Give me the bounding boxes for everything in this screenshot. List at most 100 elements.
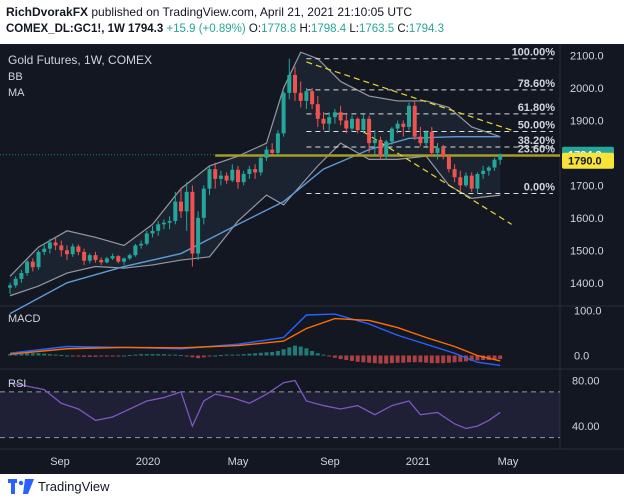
candle-body xyxy=(25,261,30,274)
candle-body xyxy=(293,74,297,93)
candle-body xyxy=(424,131,429,144)
macd-histogram-bar xyxy=(412,355,417,363)
chart-canvas[interactable]: 1400.01500.01600.01700.01800.01900.02000… xyxy=(0,44,624,474)
rsi-band-fill xyxy=(0,391,560,438)
candle-body xyxy=(127,255,132,259)
macd-signal-line xyxy=(9,317,501,362)
candle-body xyxy=(76,246,81,252)
macd-histogram-bar xyxy=(361,355,366,363)
macd-histogram-bar xyxy=(139,354,144,356)
tradingview-logo-icon[interactable] xyxy=(8,479,34,494)
macd-histogram-bar xyxy=(184,355,189,357)
macd-histogram-bar xyxy=(315,353,320,356)
candle-body xyxy=(139,243,144,246)
ma-legend: MA xyxy=(8,87,25,99)
candle-body xyxy=(230,169,235,181)
fib-level-label: 78.60% xyxy=(518,78,556,90)
macd-histogram-bar xyxy=(492,355,497,360)
marked-level-tag xyxy=(562,152,614,169)
bb-legend: BB xyxy=(8,71,23,83)
macd-histogram-bar xyxy=(30,353,35,356)
close-label: C: xyxy=(397,23,409,35)
chart-header: RichDvorakFX published on TradingView.co… xyxy=(0,0,624,44)
candle-body xyxy=(298,92,303,101)
macd-histogram-bar xyxy=(446,355,451,363)
candle-body xyxy=(378,139,383,157)
candle-body xyxy=(70,246,75,255)
macd-histogram-bar xyxy=(241,354,246,356)
macd-histogram-bar xyxy=(53,354,58,356)
candle-body xyxy=(344,120,349,129)
rsi-tick-label: 40.00 xyxy=(572,421,600,433)
macd-histogram-bar xyxy=(116,355,121,357)
candle-body xyxy=(486,167,491,171)
candle-body xyxy=(441,148,446,157)
candle-body xyxy=(332,112,337,118)
candle-body xyxy=(253,169,258,173)
macd-histogram-bar xyxy=(395,355,400,363)
candle-body xyxy=(435,148,440,153)
candle-body xyxy=(258,157,263,173)
candle-body xyxy=(104,258,109,263)
fib-level-label: 61.80% xyxy=(518,102,556,114)
candle-body xyxy=(384,141,389,157)
candle-body xyxy=(395,123,400,129)
candle-body xyxy=(42,248,47,252)
candle-body xyxy=(498,154,503,160)
macd-histogram-bar xyxy=(355,355,360,362)
macd-histogram-bar xyxy=(104,355,109,357)
candle-body xyxy=(13,278,18,286)
time-tick-label: Sep xyxy=(320,456,340,468)
candle-body xyxy=(315,104,320,119)
macd-histogram-bar xyxy=(441,355,446,364)
candle-body xyxy=(458,177,463,186)
candle-body xyxy=(190,191,195,254)
macd-histogram-bar xyxy=(99,355,104,357)
candle-body xyxy=(122,258,126,262)
price-tick-label: 2100.0 xyxy=(570,50,604,62)
candle-body xyxy=(99,260,104,263)
macd-histogram-bar xyxy=(190,355,195,358)
macd-histogram-bar xyxy=(207,355,212,357)
candle-body xyxy=(412,105,417,137)
macd-histogram-bar xyxy=(321,354,326,356)
time-tick-label: Sep xyxy=(50,456,70,468)
rsi-tick-label: 80.00 xyxy=(572,375,600,387)
candle-body xyxy=(59,245,64,251)
macd-histogram-bar xyxy=(59,355,64,357)
macd-histogram-bar xyxy=(156,354,161,356)
open-label: O: xyxy=(248,23,262,35)
macd-histogram-bar xyxy=(13,354,18,356)
macd-histogram-bar xyxy=(65,355,69,357)
time-tick-label: May xyxy=(228,456,249,468)
candle-body xyxy=(144,233,149,244)
chart-area[interactable]: 1400.01500.01600.01700.01800.01900.02000… xyxy=(0,44,624,474)
symbol-label: COMEX_DL:GC1!, 1W xyxy=(6,23,125,35)
macd-histogram-bar xyxy=(161,354,166,356)
macd-histogram-bar xyxy=(435,355,440,364)
candle-body xyxy=(361,118,366,131)
symbol-line: COMEX_DL:GC1!, 1W 1794.3 +15.9 (+0.89%) … xyxy=(6,23,444,35)
macd-histogram-bar xyxy=(287,347,292,356)
macd-histogram-bar xyxy=(201,355,206,358)
candle-body xyxy=(167,221,172,223)
trend-channel-line xyxy=(306,61,512,131)
price-tick-label: 1700.0 xyxy=(570,180,604,192)
candle-body xyxy=(87,255,92,261)
time-tick-label: 2021 xyxy=(406,456,430,468)
candle-body xyxy=(372,139,377,144)
author-name[interactable]: RichDvorakFX xyxy=(6,5,89,19)
macd-histogram-bar xyxy=(19,353,24,356)
macd-histogram-bar xyxy=(429,355,434,364)
high-value: 1798.4 xyxy=(310,23,347,35)
candle-body xyxy=(241,174,246,183)
candle-body xyxy=(275,133,280,153)
macd-histogram-bar xyxy=(173,354,178,356)
publish-line: RichDvorakFX published on TradingView.co… xyxy=(6,5,412,19)
macd-histogram-bar xyxy=(87,355,92,357)
high-label: H: xyxy=(299,23,311,35)
candle-body xyxy=(213,169,218,179)
tradingview-brand[interactable]: TradingView xyxy=(38,479,110,494)
macd-histogram-bar xyxy=(401,355,406,363)
candle-body xyxy=(469,175,474,189)
